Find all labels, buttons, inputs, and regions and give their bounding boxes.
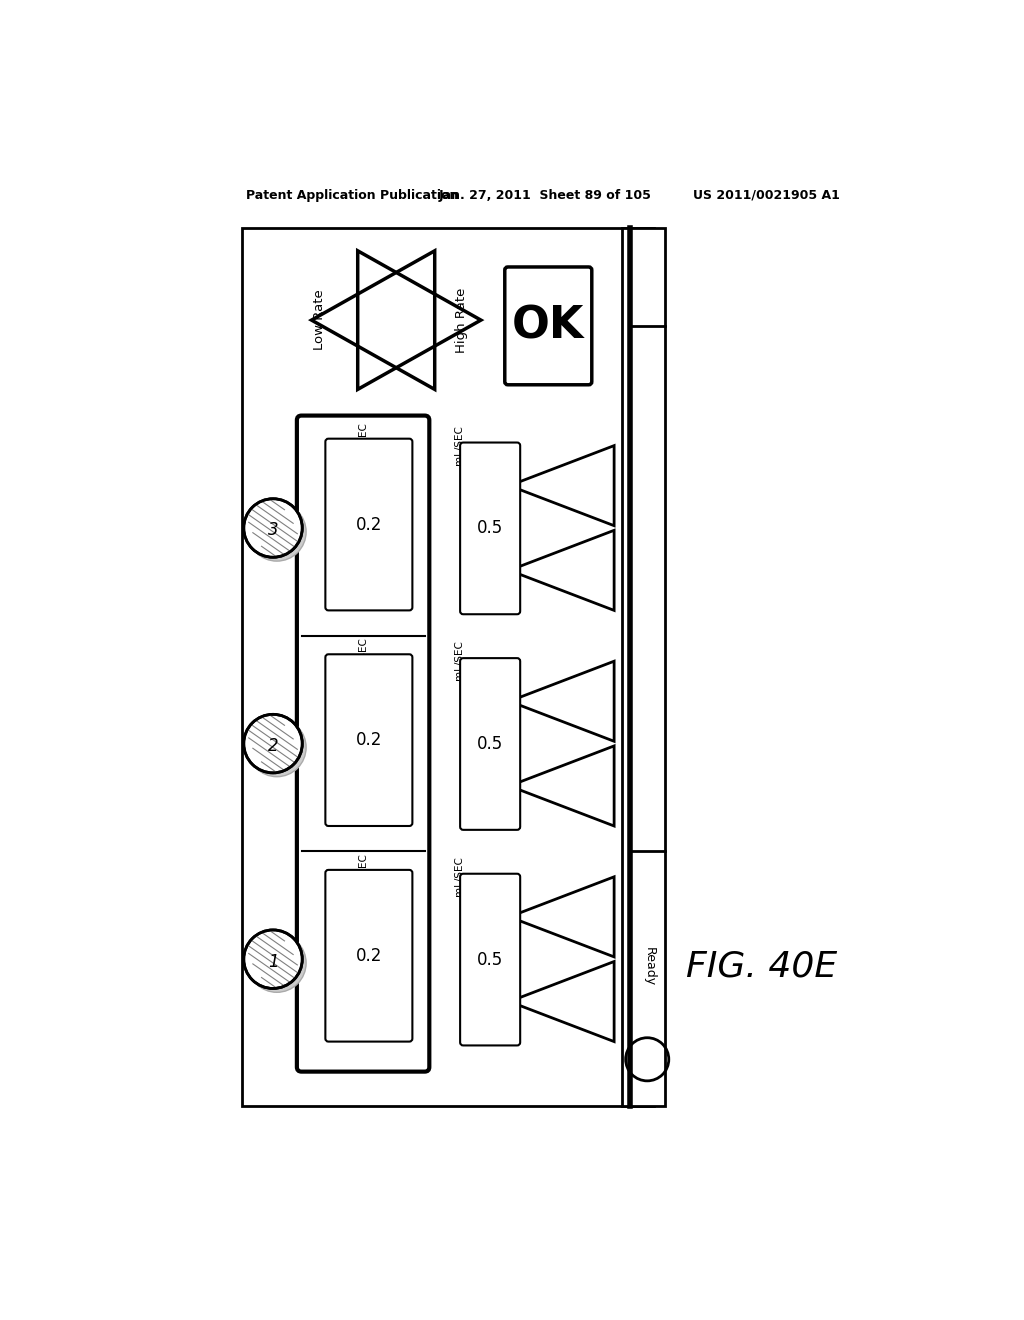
Circle shape bbox=[244, 714, 302, 774]
Text: Jan. 27, 2011  Sheet 89 of 105: Jan. 27, 2011 Sheet 89 of 105 bbox=[438, 189, 651, 202]
Text: OK: OK bbox=[512, 305, 585, 347]
FancyBboxPatch shape bbox=[460, 874, 520, 1045]
Text: High Rate: High Rate bbox=[455, 288, 468, 352]
Text: mL/SEC: mL/SEC bbox=[358, 853, 368, 892]
Circle shape bbox=[244, 499, 302, 557]
Text: 1: 1 bbox=[267, 953, 279, 970]
Circle shape bbox=[248, 718, 306, 776]
Text: Patent Application Publication: Patent Application Publication bbox=[246, 189, 459, 202]
Text: 0.5: 0.5 bbox=[477, 519, 503, 537]
FancyBboxPatch shape bbox=[326, 655, 413, 826]
Text: Low Rate: Low Rate bbox=[312, 289, 326, 351]
Text: 0.2: 0.2 bbox=[355, 731, 382, 750]
FancyBboxPatch shape bbox=[326, 870, 413, 1041]
Text: 0.2: 0.2 bbox=[355, 516, 382, 533]
Text: mL/SEC: mL/SEC bbox=[454, 857, 464, 896]
FancyBboxPatch shape bbox=[297, 416, 429, 1072]
FancyBboxPatch shape bbox=[460, 442, 520, 614]
Bar bbox=[243, 227, 654, 1105]
Text: 0.5: 0.5 bbox=[477, 735, 503, 752]
Bar bbox=[622, 227, 665, 1105]
Text: 2: 2 bbox=[267, 737, 279, 755]
Text: mL/SEC: mL/SEC bbox=[454, 640, 464, 680]
Text: 0.2: 0.2 bbox=[355, 946, 382, 965]
Circle shape bbox=[248, 503, 306, 561]
Text: mL/SEC: mL/SEC bbox=[454, 425, 464, 465]
Text: FIG. 40E: FIG. 40E bbox=[686, 950, 838, 983]
FancyBboxPatch shape bbox=[505, 267, 592, 385]
Text: US 2011/0021905 A1: US 2011/0021905 A1 bbox=[692, 189, 840, 202]
Text: Ready: Ready bbox=[643, 948, 656, 986]
Text: mL/SEC: mL/SEC bbox=[358, 638, 368, 677]
Circle shape bbox=[244, 929, 302, 989]
FancyBboxPatch shape bbox=[460, 659, 520, 830]
Circle shape bbox=[248, 933, 306, 993]
FancyBboxPatch shape bbox=[326, 438, 413, 610]
Text: mL/SEC: mL/SEC bbox=[358, 422, 368, 462]
Text: 0.5: 0.5 bbox=[477, 950, 503, 969]
Text: 3: 3 bbox=[267, 521, 279, 540]
